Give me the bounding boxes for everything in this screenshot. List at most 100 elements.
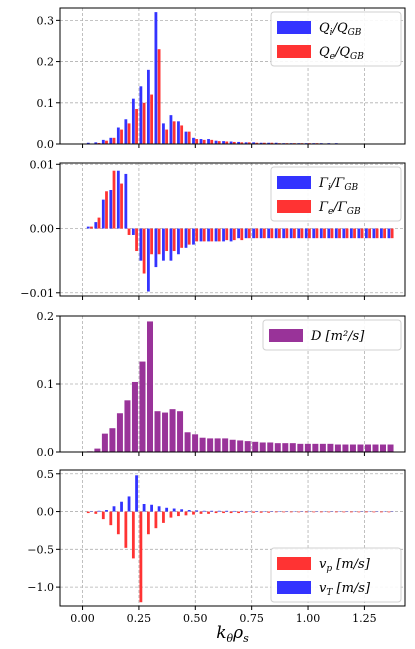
bar-4-1-33 — [334, 511, 338, 513]
bar-2-1-22 — [252, 228, 256, 239]
bar-2-1-32 — [327, 228, 331, 239]
bar-2-1-4 — [116, 170, 120, 229]
bar-1-2-14 — [195, 139, 199, 144]
bar-1-2-16 — [210, 139, 214, 144]
bar-4-1-9 — [154, 511, 158, 529]
bar-3-1-4 — [116, 413, 123, 452]
bar-2-1-35 — [349, 228, 353, 239]
bar-2-2-16 — [210, 228, 214, 242]
bar-3-1-40 — [387, 444, 394, 452]
bar-2-1-19 — [229, 228, 233, 242]
bar-2-1-10 — [162, 228, 165, 261]
bar-3-1-26 — [282, 443, 289, 452]
bar-4-2-8 — [150, 504, 153, 512]
bar-4-2-12 — [180, 509, 184, 512]
axes-frame — [59, 469, 406, 607]
legend-label: vT [m/s] — [319, 581, 371, 598]
bar-1-1-17 — [214, 140, 218, 144]
bar-2-1-29 — [304, 228, 308, 239]
bar-1-2-1 — [97, 142, 101, 144]
bar-2-1-20 — [237, 228, 240, 239]
y-tick-label: 0.5 — [37, 468, 55, 481]
bar-4-1-1 — [94, 511, 98, 514]
y-tick-label: −0.01 — [20, 287, 54, 300]
bar-2-2-11 — [172, 228, 176, 252]
bar-1-1-2 — [101, 139, 105, 144]
bar-4-1-38 — [372, 511, 376, 513]
bar-4-1-37 — [364, 511, 368, 513]
bar-2-1-28 — [297, 228, 301, 239]
bar-2-2-22 — [255, 228, 259, 239]
x-tick-label: 0.25 — [127, 612, 152, 625]
bar-4-1-28 — [297, 511, 301, 513]
bar-4-1-23 — [259, 511, 263, 513]
bar-2-2-14 — [195, 228, 199, 242]
bar-4-1-27 — [289, 511, 293, 513]
bar-4-1-35 — [349, 511, 353, 513]
bar-3-1-22 — [252, 441, 259, 452]
bar-2-1-21 — [244, 228, 248, 239]
bar-2-1-34 — [342, 228, 346, 239]
bar-2-2-18 — [225, 228, 229, 241]
y-tick-label: −0.5 — [27, 543, 54, 556]
bar-3-1-31 — [319, 443, 326, 452]
bar-4-2-1 — [97, 510, 101, 512]
bar-4-1-5 — [124, 511, 128, 548]
bar-4-2-15 — [202, 510, 206, 512]
bar-2-1-37 — [364, 228, 368, 239]
bar-2-2-26 — [285, 228, 289, 239]
bar-2-2-35 — [353, 228, 356, 239]
bar-4-1-22 — [252, 511, 256, 513]
bar-3-1-7 — [139, 361, 146, 452]
bar-3-1-38 — [372, 444, 379, 452]
bar-2-2-9 — [157, 228, 161, 255]
bar-4-1-7 — [139, 511, 143, 603]
bar-2-1-40 — [387, 228, 391, 239]
bar-4-1-14 — [192, 511, 195, 515]
bar-4-1-25 — [274, 511, 278, 513]
bar-4-1-18 — [222, 511, 225, 514]
bar-2-2-30 — [315, 228, 319, 239]
bar-2-1-14 — [192, 228, 195, 245]
bar-4-2-17 — [217, 510, 221, 512]
bar-2-2-24 — [270, 228, 274, 239]
bar-4-1-29 — [304, 511, 308, 513]
bar-2-2-7 — [142, 228, 146, 274]
bar-1-1-3 — [109, 137, 113, 144]
bar-3-1-27 — [289, 443, 296, 452]
bar-4-1-32 — [327, 511, 331, 513]
bar-4-2-2 — [105, 510, 108, 512]
bar-2-1-30 — [312, 228, 316, 239]
bar-3-1-5 — [124, 400, 131, 452]
bar-2-1-31 — [319, 228, 323, 239]
legend-label: Γi/ΓGB — [318, 176, 359, 193]
bar-2-2-34 — [345, 228, 349, 239]
y-tick-label: 0.0 — [37, 138, 55, 151]
bar-1-2-6 — [135, 108, 138, 144]
bar-1-1-24 — [267, 142, 271, 144]
axes-frame — [59, 7, 406, 145]
bar-1-1-4 — [116, 127, 120, 144]
bar-3-1-2 — [101, 433, 108, 452]
legend-box — [262, 319, 402, 351]
y-tick-label: −1.0 — [27, 581, 54, 594]
bar-4-1-30 — [312, 511, 316, 513]
bar-3-1-9 — [154, 411, 161, 452]
bar-3-1-23 — [259, 442, 266, 452]
y-tick-label: 0.00 — [30, 223, 55, 236]
bar-4-1-11 — [169, 511, 173, 518]
bar-2-1-11 — [169, 228, 173, 261]
legend-swatch — [269, 329, 303, 342]
bar-4-2-14 — [195, 510, 199, 512]
bar-1-1-16 — [207, 139, 210, 144]
bar-1-2-24 — [270, 142, 274, 144]
bar-1-2-5 — [127, 123, 131, 144]
bar-1-1-20 — [237, 141, 240, 144]
bar-2-2-8 — [150, 228, 153, 255]
bar-1-2-17 — [217, 141, 221, 144]
bar-4-1-6 — [131, 511, 135, 559]
bar-2-2-10 — [165, 228, 169, 252]
bar-2-1-9 — [154, 228, 158, 268]
y-tick-label: 0.01 — [30, 158, 55, 171]
